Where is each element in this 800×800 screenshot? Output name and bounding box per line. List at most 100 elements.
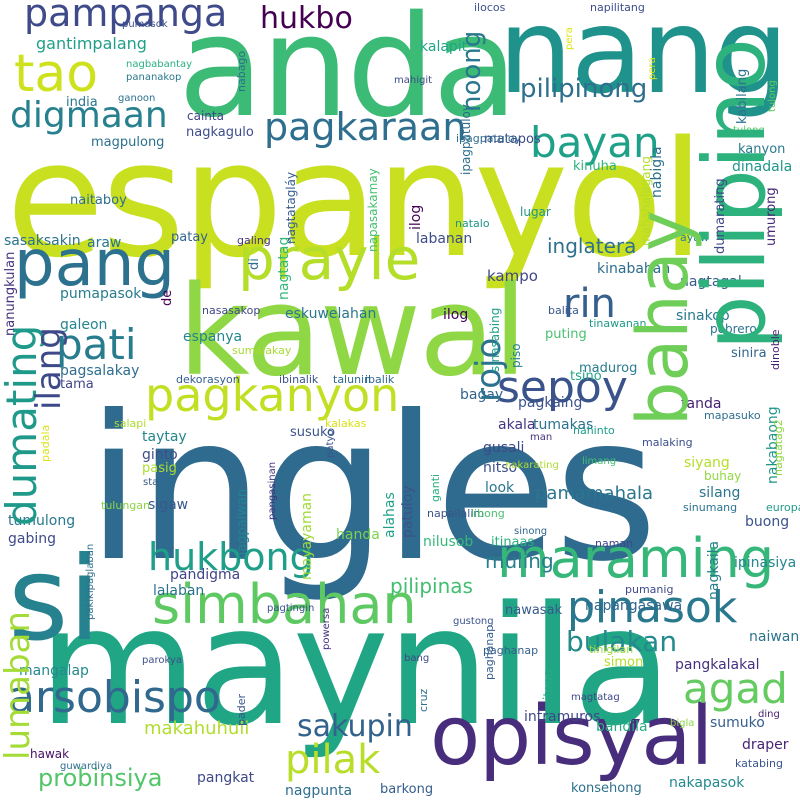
- word-nagbabantay: tulong: [767, 80, 778, 112]
- word-dekorasyon: padala: [39, 424, 52, 462]
- word-bagay: bagay: [460, 387, 504, 403]
- word-salaping: nabago: [235, 50, 248, 92]
- word-umurong: mapasuko: [704, 409, 761, 422]
- word-nangalap: parokya: [142, 655, 182, 666]
- word-bang: powersa: [321, 607, 332, 650]
- word-galing: araw: [87, 235, 122, 251]
- word-matapos: matapos: [484, 132, 541, 147]
- word-silang: silang: [699, 485, 741, 501]
- word-katabing: katabing: [735, 757, 783, 770]
- word-pinasok: pinasok: [567, 582, 738, 633]
- word-pilipinas: pilipinas: [390, 574, 473, 598]
- word-nakapasok: nakapasok: [669, 775, 745, 791]
- word-pagsalakay: pagsalakay: [60, 363, 140, 379]
- word-dumarating: dumarating: [713, 178, 728, 254]
- word-lumaban: lumaban: [0, 611, 38, 760]
- word-gantimpalang: gantimpalang: [36, 34, 147, 53]
- word-agad: agad: [683, 664, 788, 713]
- word-rin: rin: [563, 281, 616, 327]
- word-ingles: ingles: [86, 373, 658, 606]
- word-ginto: ginto: [142, 447, 178, 463]
- word-nagpunta: nagpunta: [285, 783, 353, 799]
- word-pampanga: pampanga: [24, 0, 228, 35]
- word-tao: tao: [14, 44, 99, 104]
- word-pangkalakal: pangkalakal: [675, 657, 760, 673]
- word-mahigit: pananakop: [126, 72, 182, 83]
- word-akala: akala: [498, 417, 536, 433]
- word-europa: sinumang: [683, 501, 738, 514]
- word-nagtatagláy: nagtatagláy: [284, 171, 298, 244]
- word-pumapasok: pumapasok: [60, 286, 142, 302]
- word-mangalap: mangalap: [19, 663, 89, 679]
- word-nahinto: man: [530, 432, 553, 443]
- word-ilang: ilang: [29, 327, 69, 410]
- word-konsehong: konsehong: [571, 781, 642, 796]
- word-espanyol: espanyol: [6, 106, 705, 293]
- word-arsobispo: arsobispo: [8, 672, 221, 723]
- word-nabigla: kabilang: [735, 68, 750, 124]
- word-ilog: ilog: [408, 204, 424, 230]
- word-kawal: kawal: [178, 260, 527, 404]
- word-napangasawa: napangasawa: [585, 598, 683, 614]
- word-pebrero: tinawanan: [589, 317, 647, 330]
- word-pangkat: pangkat: [197, 770, 255, 786]
- word-kinuha: kinuha: [573, 159, 617, 174]
- word-pumayag: mahigit: [394, 75, 433, 86]
- word-pagkaraan: pagkaraan: [264, 105, 467, 149]
- word-susuko: susuko: [290, 425, 336, 440]
- word-sepoy: sepoy: [497, 362, 628, 413]
- word-handa: handa: [336, 527, 380, 543]
- word-sinasabing: piso: [509, 343, 523, 368]
- word-ipinasiya: ipinasiya: [734, 555, 797, 571]
- word-hukbo: hukbo: [260, 1, 353, 36]
- word-nagbigay: ganoon: [118, 93, 156, 104]
- word-sinong: europa: [766, 501, 800, 514]
- word-lalaban: lalaban: [153, 583, 205, 599]
- word-pagtingin: pakikipaglaban: [85, 543, 96, 620]
- word-nakarating: ganti: [429, 473, 442, 502]
- word-si: si: [8, 532, 101, 667]
- word-tsino: tsino: [570, 369, 602, 384]
- word-pasig: pasig: [142, 461, 177, 476]
- word-makahuhuli: makahuhuli: [144, 718, 250, 739]
- word-ding: bigla: [670, 718, 695, 729]
- word-padala: nasasakop: [202, 304, 261, 317]
- word-tanda: tanda: [681, 396, 722, 412]
- word-opisyal: opisyal: [430, 689, 713, 784]
- word-inglatera: inglatera: [547, 234, 637, 258]
- word-naman: sinong: [514, 526, 548, 537]
- word-eskuwelahan: eskuwelahan: [285, 306, 377, 322]
- word-tulong: pera: [564, 27, 575, 50]
- word-tinigilan: paghanap: [483, 624, 496, 680]
- word-pumanig: pagtingin: [267, 603, 315, 614]
- word-sinira: sinira: [731, 346, 767, 361]
- word-talunin: ibinalik: [279, 373, 319, 386]
- word-nasasakop: sumalakay: [232, 344, 292, 357]
- word-tama: tama: [60, 377, 94, 392]
- word-tumulong: tumulong: [8, 513, 76, 529]
- word-sasaksakin: sasaksakin: [4, 233, 81, 249]
- word-galeon: galeon: [60, 317, 108, 333]
- word-de: de: [160, 289, 175, 306]
- word-ayaw: umurong: [764, 187, 779, 246]
- word-bigla: itong: [541, 669, 555, 700]
- word-barkong: barkong: [380, 782, 434, 797]
- word-pati: pati: [56, 320, 137, 369]
- word-pakikipaglaban: naman: [595, 537, 634, 550]
- word-sumalakay: ayaw: [680, 231, 709, 244]
- word-ilocos: guwardiya: [60, 761, 113, 772]
- word-man: patyo: [325, 429, 336, 458]
- word-kinabahan: kinabahan: [597, 261, 671, 277]
- word-gusali: gusali: [483, 440, 525, 456]
- word-kanyon: kanyon: [738, 142, 786, 157]
- word-ipagpatuloy: ipagpatuloy: [459, 104, 473, 175]
- word-pader: simon: [604, 655, 644, 670]
- word-salapi: kalakas: [325, 417, 367, 430]
- word-taytay: taytay: [142, 429, 187, 445]
- word-naiwan: naiwan: [749, 629, 800, 645]
- word-ibinalik: dekorasyon: [176, 373, 240, 386]
- word-tumakas: tumakas: [533, 417, 594, 433]
- word-limang: nakarating: [505, 460, 559, 471]
- word-nagkagulo: nagkagulo: [186, 125, 254, 140]
